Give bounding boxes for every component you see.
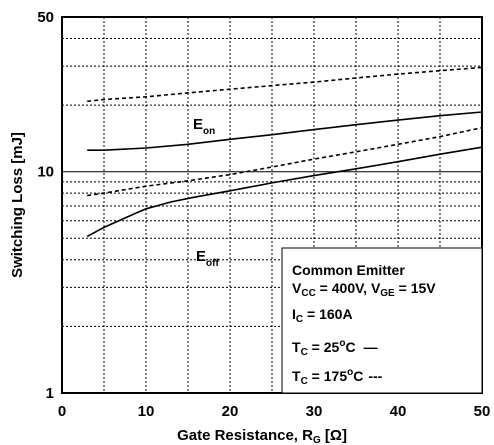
x-tick-label: 10 bbox=[138, 403, 155, 420]
legend-title: Common Emitter bbox=[292, 262, 405, 278]
x-tick-label: 30 bbox=[306, 403, 323, 420]
plot-frame bbox=[61, 16, 483, 394]
y-tick-label: 10 bbox=[37, 164, 54, 181]
series-group bbox=[86, 66, 483, 238]
legend-ic: IC = 160A bbox=[292, 306, 353, 325]
y-tick-label: 50 bbox=[37, 9, 54, 26]
y-tick-label: 1 bbox=[46, 385, 54, 402]
series-line-1 bbox=[87, 66, 483, 103]
x-axis-ticks: 0 10 20 30 40 50 bbox=[58, 403, 491, 420]
curve-label-eoff: Eoff bbox=[196, 248, 219, 269]
legend-vcc-vge: VCC = 400V, VGE = 15V bbox=[292, 280, 436, 299]
x-axis-title: Gate Resistance, RG [Ω] bbox=[177, 427, 347, 445]
series-line-3 bbox=[87, 126, 483, 197]
legend-tc-25: TC = 25oC — bbox=[292, 338, 378, 358]
x-tick-label: 20 bbox=[222, 403, 239, 420]
legend-frame bbox=[281, 247, 483, 394]
y-axis-title: Switching Loss [mJ] bbox=[9, 132, 26, 278]
legend-tc-175: TC = 175oC --- bbox=[292, 367, 383, 387]
x-tick-label: 50 bbox=[474, 403, 491, 420]
series-line-2 bbox=[86, 146, 483, 238]
x-tick-label: 0 bbox=[58, 403, 66, 420]
series-line-0 bbox=[87, 111, 483, 151]
y-axis-ticks: 1 10 50 bbox=[37, 9, 54, 402]
x-tick-label: 40 bbox=[390, 403, 407, 420]
legend-box: Common Emitter VCC = 400V, VGE = 15V IC … bbox=[281, 247, 483, 394]
curve-label-eon: Eon bbox=[193, 116, 215, 137]
